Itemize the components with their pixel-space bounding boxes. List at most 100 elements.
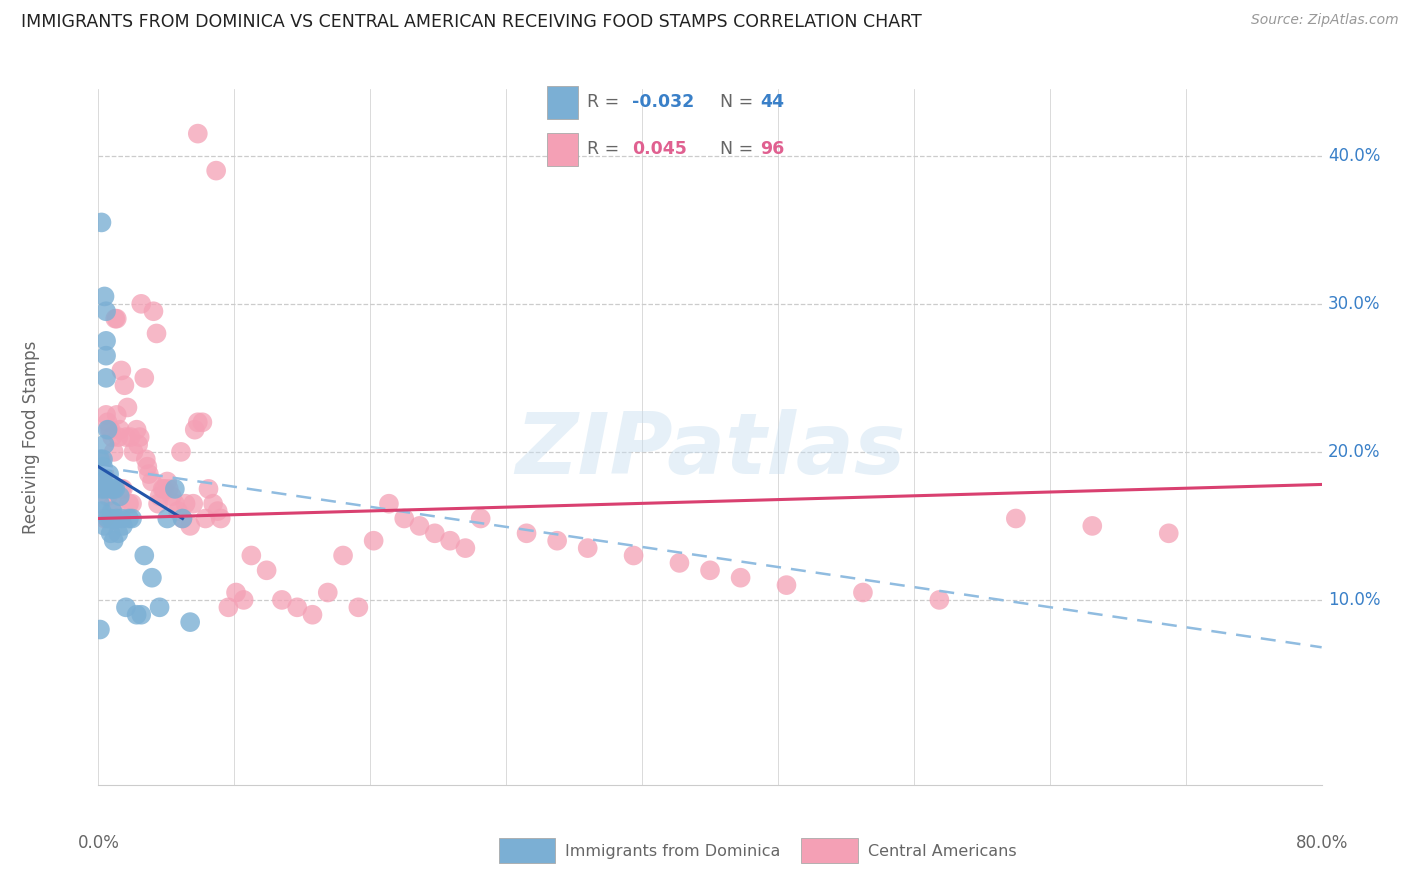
Point <box>207 504 229 518</box>
Point <box>98 482 121 496</box>
Point <box>439 533 461 548</box>
Point <box>163 497 186 511</box>
Point <box>181 497 204 511</box>
Point <box>107 430 129 444</box>
Point <box>285 600 308 615</box>
Point <box>101 430 124 444</box>
Point <box>128 430 150 444</box>
Point <box>167 504 190 518</box>
Point <box>157 482 180 496</box>
Point <box>149 600 172 615</box>
Point <box>138 467 160 481</box>
Point <box>122 445 145 459</box>
Point <box>101 504 124 518</box>
Point <box>174 497 197 511</box>
Point <box>187 415 209 429</box>
Point <box>153 482 176 496</box>
Point <box>89 623 111 637</box>
Point <box>90 504 112 518</box>
Point <box>94 408 117 422</box>
Text: 96: 96 <box>761 140 785 158</box>
Point <box>90 482 112 496</box>
Point <box>110 482 132 496</box>
Point <box>108 489 131 503</box>
Point <box>103 497 125 511</box>
Point <box>89 497 111 511</box>
Point <box>100 526 122 541</box>
Point <box>184 423 207 437</box>
Bar <box>547 133 578 166</box>
Point <box>104 482 127 496</box>
Point <box>93 511 115 525</box>
Point <box>301 607 323 622</box>
Point <box>332 549 354 563</box>
Point <box>91 475 114 489</box>
Point <box>120 430 142 444</box>
Point <box>93 289 115 303</box>
Point <box>141 475 163 489</box>
Point <box>91 452 114 467</box>
Point <box>111 519 134 533</box>
Point <box>516 526 538 541</box>
Point <box>270 593 292 607</box>
Point <box>149 489 172 503</box>
Text: 44: 44 <box>761 93 785 111</box>
Text: ZIPatlas: ZIPatlas <box>515 409 905 492</box>
Point <box>118 497 141 511</box>
Point <box>134 371 156 385</box>
Point <box>134 549 156 563</box>
Point <box>100 423 122 437</box>
Text: R =: R = <box>586 93 624 111</box>
Point <box>217 600 239 615</box>
Point <box>546 533 568 548</box>
Point <box>141 571 163 585</box>
Text: 10.0%: 10.0% <box>1327 591 1381 609</box>
Point <box>730 571 752 585</box>
Point <box>103 445 125 459</box>
Point <box>170 445 193 459</box>
Point <box>91 475 114 489</box>
Point <box>103 482 125 496</box>
Point <box>699 563 721 577</box>
Point <box>94 304 117 318</box>
Point <box>125 423 148 437</box>
Point <box>470 511 492 525</box>
Point <box>316 585 339 599</box>
Point <box>160 489 183 503</box>
Bar <box>547 87 578 119</box>
Point <box>100 482 122 496</box>
Text: 40.0%: 40.0% <box>1327 147 1381 165</box>
Point <box>90 452 112 467</box>
Point <box>152 482 174 496</box>
Point <box>104 311 127 326</box>
Point <box>105 408 128 422</box>
Point <box>121 511 143 525</box>
Point <box>163 482 186 496</box>
Point <box>197 482 219 496</box>
Point <box>179 615 201 629</box>
Point <box>775 578 797 592</box>
Text: Receiving Food Stamps: Receiving Food Stamps <box>22 341 41 533</box>
Text: -0.032: -0.032 <box>631 93 695 111</box>
Point <box>576 541 599 555</box>
Point <box>94 482 117 496</box>
Point <box>100 511 122 525</box>
Point <box>240 549 263 563</box>
Point <box>97 511 120 525</box>
Point <box>129 607 152 622</box>
Point <box>111 482 134 496</box>
Point <box>146 497 169 511</box>
Point <box>98 423 121 437</box>
Point <box>225 585 247 599</box>
Point <box>93 437 115 451</box>
Point <box>105 511 128 525</box>
Point <box>191 415 214 429</box>
Point <box>110 363 132 377</box>
Text: Central Americans: Central Americans <box>868 845 1017 859</box>
Point <box>127 437 149 451</box>
Text: N =: N = <box>720 140 759 158</box>
Point <box>101 482 124 496</box>
Point <box>623 549 645 563</box>
Point <box>121 497 143 511</box>
Text: 0.045: 0.045 <box>631 140 686 158</box>
